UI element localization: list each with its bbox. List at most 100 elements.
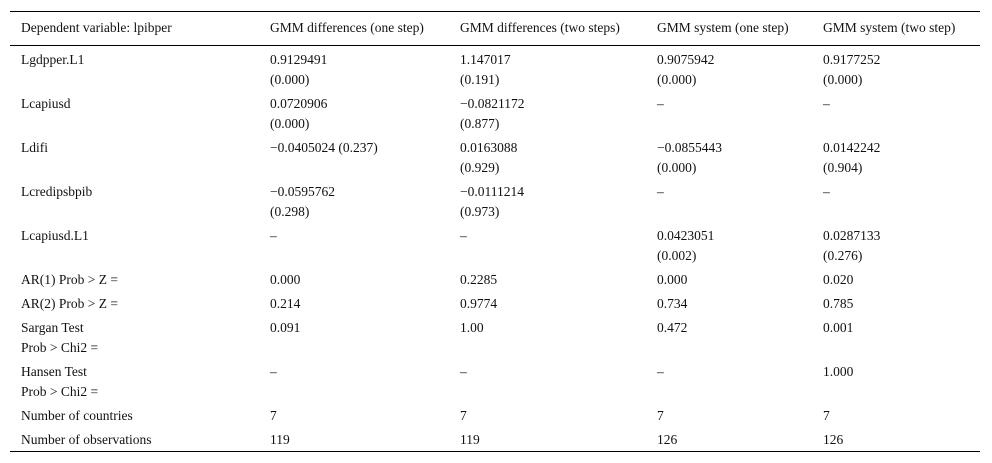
table-row: Ldifi −0.0405024 (0.237) 0.0163088 (0.929) −…	[10, 135, 980, 179]
gmm-results-table: Dependent variable: lpibper GMM differen…	[10, 11, 980, 452]
table-cell: –	[646, 179, 812, 223]
row-label-line: Ldifi	[21, 140, 48, 155]
cell-coefficient: 1.00	[460, 320, 484, 335]
cell-coefficient: 1.147017	[460, 52, 511, 67]
row-label: Hansen Test Prob > Chi2 =	[10, 359, 259, 403]
table-cell: 0.214	[259, 291, 449, 315]
table-cell: –	[812, 91, 980, 135]
row-label: AR(1) Prob > Z =	[10, 267, 259, 291]
table-row: Lcredipsbpib −0.0595762 (0.298) −0.0111214 (…	[10, 179, 980, 223]
table-cell: 0.0163088 (0.929)	[449, 135, 646, 179]
table-cell: 7	[812, 403, 980, 427]
table-cell: 0.9075942 (0.000)	[646, 46, 812, 92]
cell-coefficient: 119	[270, 432, 290, 447]
row-label: Number of countries	[10, 403, 259, 427]
table-cell: 7	[259, 403, 449, 427]
table-row: Number of countries 7 7 7 7	[10, 403, 980, 427]
table-cell: –	[259, 223, 449, 267]
row-label-line: AR(1) Prob > Z =	[21, 272, 118, 287]
cell-coefficient: 7	[657, 408, 664, 423]
header-gmm-system-one-step: GMM system (one step)	[657, 20, 789, 35]
cell-p-value: (0.929)	[460, 160, 500, 175]
table-cell: –	[646, 359, 812, 403]
cell-p-value: (0.298)	[270, 204, 310, 219]
regression-table-container: Dependent variable: lpibper GMM differen…	[10, 11, 980, 452]
cell-coefficient: 0.000	[270, 272, 301, 287]
cell-p-value: (0.000)	[270, 72, 310, 87]
cell-coefficient: –	[270, 228, 277, 243]
row-label: Lcapiusd	[10, 91, 259, 135]
row-label: Number of observations	[10, 427, 259, 452]
cell-coefficient: 0.734	[657, 296, 688, 311]
table-cell: 0.091	[259, 315, 449, 359]
table-cell: 0.001	[812, 315, 980, 359]
cell-p-value: (0.000)	[270, 116, 310, 131]
cell-coefficient: –	[657, 184, 664, 199]
table-header: Dependent variable: lpibper GMM differen…	[10, 11, 980, 46]
table-cell: 0.0142242 (0.904)	[812, 135, 980, 179]
row-label-line: Number of countries	[21, 408, 133, 423]
cell-p-value: (0.877)	[460, 116, 500, 131]
table-cell: 1.147017 (0.191)	[449, 46, 646, 92]
row-label: Lgdpper.L1	[10, 46, 259, 92]
table-cell: 126	[812, 427, 980, 452]
cell-coefficient: 7	[460, 408, 467, 423]
table-cell: 0.000	[646, 267, 812, 291]
cell-coefficient: 1.000	[823, 364, 854, 379]
cell-p-value: (0.000)	[823, 72, 863, 87]
row-label-line: Prob > Chi2 =	[21, 384, 99, 399]
cell-coefficient: −0.0821172	[460, 96, 525, 111]
cell-coefficient: −0.0405024 (0.237)	[270, 140, 378, 155]
cell-coefficient: 0.785	[823, 296, 854, 311]
cell-coefficient: –	[823, 184, 830, 199]
cell-coefficient: –	[657, 364, 664, 379]
cell-coefficient: 119	[460, 432, 480, 447]
table-cell: 0.000	[259, 267, 449, 291]
table-row: Number of observations 119 119 126 126	[10, 427, 980, 452]
row-label-line: Sargan Test	[21, 320, 84, 335]
table-cell: 7	[646, 403, 812, 427]
row-label: Sargan Test Prob > Chi2 =	[10, 315, 259, 359]
cell-coefficient: 0.091	[270, 320, 301, 335]
row-label: Lcapiusd.L1	[10, 223, 259, 267]
table-cell: –	[449, 359, 646, 403]
table-row: Hansen Test Prob > Chi2 = – – – 1.000	[10, 359, 980, 403]
table-body: Lgdpper.L1 0.9129491 (0.000) 1.147017 (0.191…	[10, 46, 980, 452]
cell-coefficient: 0.472	[657, 320, 688, 335]
table-cell: −0.0855443 (0.000)	[646, 135, 812, 179]
table-cell: 0.020	[812, 267, 980, 291]
table-cell: 119	[259, 427, 449, 452]
cell-p-value: (0.000)	[657, 72, 697, 87]
table-cell: 0.472	[646, 315, 812, 359]
cell-coefficient: 0.9774	[460, 296, 498, 311]
table-row: Sargan Test Prob > Chi2 = 0.091 1.00 0.472 0.…	[10, 315, 980, 359]
table-cell: 7	[449, 403, 646, 427]
table-cell: 0.2285	[449, 267, 646, 291]
table-cell: 119	[449, 427, 646, 452]
cell-coefficient: 0.9075942	[657, 52, 715, 67]
row-label-line: Hansen Test	[21, 364, 87, 379]
table-cell: 126	[646, 427, 812, 452]
table-cell: 0.785	[812, 291, 980, 315]
cell-p-value: (0.276)	[823, 248, 863, 263]
cell-p-value: (0.191)	[460, 72, 500, 87]
table-cell: −0.0111214 (0.973)	[449, 179, 646, 223]
row-label-line: Lgdpper.L1	[21, 52, 85, 67]
row-label: Lcredipsbpib	[10, 179, 259, 223]
row-label-line: Lcapiusd.L1	[21, 228, 89, 243]
cell-coefficient: 0.0163088	[460, 140, 518, 155]
table-row: AR(2) Prob > Z = 0.214 0.9774 0.734 0.785	[10, 291, 980, 315]
cell-coefficient: 0.9129491	[270, 52, 328, 67]
table-row: Lcapiusd 0.0720906 (0.000) −0.0821172 (0.877…	[10, 91, 980, 135]
table-cell: 0.0423051 (0.002)	[646, 223, 812, 267]
cell-coefficient: 0.0142242	[823, 140, 881, 155]
header-gmm-diff-one-step: GMM differences (one step)	[270, 20, 424, 35]
cell-coefficient: 7	[270, 408, 277, 423]
table-cell: 1.000	[812, 359, 980, 403]
cell-coefficient: −0.0111214	[460, 184, 524, 199]
cell-coefficient: 0.001	[823, 320, 854, 335]
cell-coefficient: 0.9177252	[823, 52, 881, 67]
row-label: AR(2) Prob > Z =	[10, 291, 259, 315]
cell-coefficient: –	[270, 364, 277, 379]
cell-p-value: (0.973)	[460, 204, 500, 219]
